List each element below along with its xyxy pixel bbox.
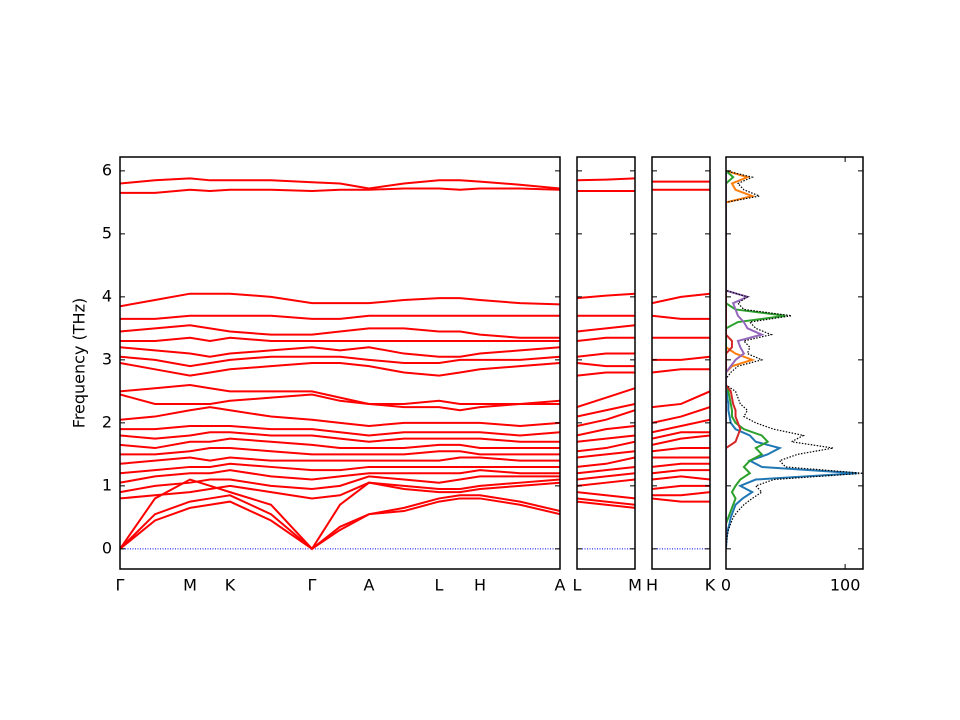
- band: [652, 314, 710, 320]
- dos-curve: [726, 170, 863, 549]
- band: [577, 324, 635, 333]
- band: [577, 472, 635, 481]
- band: [652, 475, 710, 481]
- x-tick-label: Γ: [116, 576, 125, 595]
- x-tick-label: L: [435, 576, 444, 595]
- band: [577, 409, 635, 427]
- y-tick-label: 1: [102, 475, 112, 494]
- dos-curve: [726, 170, 765, 549]
- band: [120, 406, 560, 428]
- band: [577, 362, 635, 368]
- band: [577, 500, 635, 509]
- band: [577, 336, 635, 342]
- plot-area: [120, 177, 560, 551]
- band: [577, 491, 635, 500]
- band: [120, 355, 560, 368]
- band: [577, 450, 635, 459]
- band: [652, 497, 710, 503]
- band: [652, 434, 710, 446]
- x-tick-label: H: [646, 576, 658, 595]
- band: [577, 177, 635, 182]
- band: [652, 462, 710, 468]
- band: [577, 387, 635, 409]
- dos-curve: [726, 169, 756, 549]
- x-tick-label: A: [555, 576, 566, 595]
- band: [120, 478, 560, 551]
- panel-frame: [725, 156, 864, 570]
- plot-area: [652, 180, 710, 550]
- band: [577, 440, 635, 453]
- band: [577, 456, 635, 468]
- y-tick-label: 2: [102, 412, 112, 431]
- band: [652, 469, 710, 475]
- band: [652, 368, 710, 374]
- x-tick-label: K: [705, 576, 716, 595]
- band: [652, 431, 710, 440]
- y-tick-label: 5: [102, 223, 112, 242]
- band: [120, 447, 560, 456]
- y-tick-label: 0: [102, 538, 112, 557]
- band: [652, 355, 710, 361]
- band: [120, 478, 560, 500]
- x-tick-label: M: [183, 576, 197, 595]
- band: [577, 497, 635, 506]
- band: [120, 497, 560, 551]
- band: [577, 402, 635, 418]
- x-tick-label: Γ: [308, 576, 317, 595]
- band: [120, 314, 560, 320]
- band: [120, 494, 560, 551]
- x-tick-label: A: [364, 576, 375, 595]
- plot-area: [726, 169, 863, 549]
- band: [120, 475, 560, 494]
- y-tick-label: 6: [102, 160, 112, 179]
- band: [577, 478, 635, 487]
- band: [120, 324, 560, 339]
- band: [120, 456, 560, 465]
- band: [652, 390, 710, 409]
- x-tick-label: H: [474, 576, 486, 595]
- band: [652, 484, 710, 490]
- band: [577, 425, 635, 437]
- band: [120, 393, 560, 412]
- band: [652, 418, 710, 434]
- band: [120, 437, 560, 450]
- band: [652, 406, 710, 424]
- panel-frame: [576, 156, 636, 570]
- band: [652, 447, 710, 453]
- band: [120, 469, 560, 484]
- panel-frame: [651, 156, 711, 570]
- x-tick-label: K: [225, 576, 236, 595]
- x-tick-label: L: [573, 576, 582, 595]
- y-tick-label: 3: [102, 349, 112, 368]
- band: [120, 462, 560, 475]
- band: [120, 425, 560, 437]
- y-tick-label: 4: [102, 286, 112, 305]
- band: [577, 434, 635, 443]
- band: [120, 431, 560, 443]
- y-axis-label: Frequency (THz): [70, 298, 89, 428]
- band: [120, 336, 560, 342]
- band: [120, 384, 560, 405]
- panel-frame: [119, 156, 561, 570]
- dos-curve: [726, 170, 858, 549]
- band: [120, 177, 560, 190]
- band: [577, 371, 635, 377]
- x-tick-label: 100: [830, 576, 861, 595]
- band: [120, 187, 560, 194]
- x-tick-label: 0: [721, 576, 731, 595]
- band: [652, 491, 710, 497]
- band: [577, 465, 635, 475]
- band: [577, 292, 635, 300]
- band: [120, 346, 560, 358]
- band: [577, 352, 635, 358]
- dos-curve: [726, 170, 786, 549]
- band: [120, 292, 560, 308]
- band: [120, 362, 560, 377]
- x-tick-label: M: [628, 576, 642, 595]
- band: [652, 292, 710, 305]
- plot-area: [577, 177, 635, 550]
